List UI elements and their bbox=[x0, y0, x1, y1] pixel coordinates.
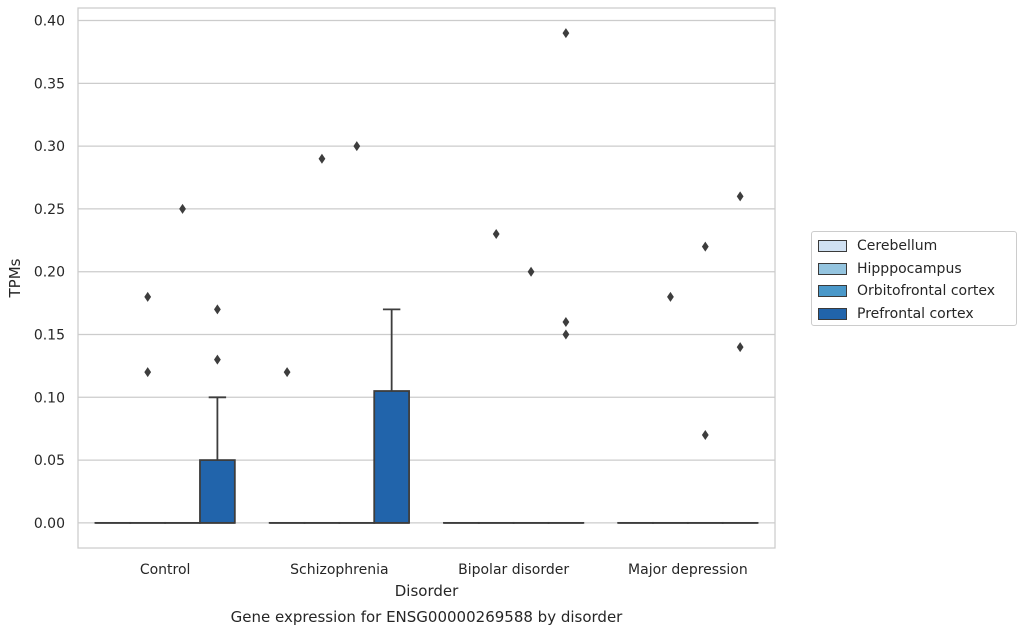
box-prefrontal-cortex bbox=[373, 308, 410, 524]
x-tick-labels: Control Schizophrenia Bipolar disorder Majo… bbox=[140, 562, 748, 578]
outlier-point bbox=[562, 28, 570, 39]
outlier-point bbox=[144, 367, 152, 378]
legend-item: Prefrontal cortex bbox=[818, 305, 974, 323]
plot-marks bbox=[94, 28, 759, 524]
legend-label: Hipppocampus bbox=[857, 260, 962, 277]
y-tick-label: 0.20 bbox=[34, 265, 65, 281]
outlier-point bbox=[214, 354, 221, 365]
x-tick-label: Control bbox=[140, 562, 191, 578]
box-orbitofrontal-cortex bbox=[512, 266, 550, 524]
outlier-point bbox=[736, 342, 744, 353]
box-prefrontal-cortex bbox=[721, 191, 759, 524]
box-body bbox=[199, 459, 236, 524]
chart-caption: Gene expression for ENSG00000269588 by d… bbox=[231, 608, 624, 626]
legend: Cerebellum Hipppocampus Orbitofrontal cort… bbox=[811, 231, 1017, 326]
legend-item: Cerebellum bbox=[818, 237, 937, 255]
x-axis-label: Disorder bbox=[395, 582, 459, 600]
y-tick-label: 0.35 bbox=[34, 76, 65, 92]
outlier-point bbox=[283, 367, 291, 378]
box-body bbox=[373, 390, 410, 524]
legend-label: Prefrontal cortex bbox=[857, 305, 974, 322]
outlier-point bbox=[492, 229, 500, 240]
legend-item: Hipppocampus bbox=[818, 260, 962, 278]
y-axis-label: TPMs bbox=[6, 258, 24, 298]
x-tick-label: Major depression bbox=[628, 562, 748, 578]
outlier-point bbox=[667, 291, 674, 302]
x-tick-label: Schizophrenia bbox=[290, 562, 388, 578]
outlier-point bbox=[562, 316, 570, 327]
legend-swatch bbox=[818, 285, 847, 297]
outlier-point bbox=[701, 429, 709, 440]
y-tick-label: 0.40 bbox=[34, 14, 65, 30]
box-hipppocampus bbox=[652, 291, 689, 524]
y-tick-label: 0.15 bbox=[34, 328, 65, 344]
box-orbitofrontal-cortex bbox=[338, 141, 376, 524]
x-tick-label: Bipolar disorder bbox=[458, 562, 569, 578]
box-prefrontal-cortex bbox=[199, 304, 236, 524]
box-cerebellum bbox=[268, 367, 306, 524]
outlier-point bbox=[214, 304, 221, 315]
plot-frame bbox=[77, 7, 776, 549]
grid-lines bbox=[78, 19, 775, 524]
box-prefrontal-cortex bbox=[547, 28, 585, 524]
y-tick-label: 0.30 bbox=[34, 139, 65, 155]
outlier-point bbox=[562, 329, 570, 340]
legend-label: Cerebellum bbox=[857, 238, 938, 254]
legend-item: Orbitofrontal cortex bbox=[818, 282, 995, 300]
outlier-point bbox=[179, 203, 186, 214]
box-hipppocampus bbox=[477, 229, 515, 524]
outlier-point bbox=[701, 241, 709, 252]
legend-label: Orbitofrontal cortex bbox=[857, 283, 995, 299]
outlier-point bbox=[353, 141, 361, 152]
box-hipppocampus bbox=[129, 291, 167, 524]
y-tick-label: 0.00 bbox=[34, 516, 65, 532]
y-tick-label: 0.05 bbox=[34, 453, 65, 469]
legend-swatch bbox=[818, 262, 847, 275]
outlier-point bbox=[144, 291, 152, 302]
y-tick-label: 0.10 bbox=[34, 390, 65, 406]
y-tick-label: 0.25 bbox=[34, 202, 65, 218]
legend-swatch bbox=[818, 307, 847, 320]
outlier-point bbox=[736, 191, 744, 202]
y-tick-labels: 0.00 0.05 0.10 0.15 0.20 0.25 0.30 0.35 0.40 bbox=[34, 14, 65, 532]
outlier-point bbox=[318, 153, 326, 164]
box-orbitofrontal-cortex bbox=[686, 241, 724, 524]
outlier-point bbox=[527, 266, 535, 277]
box-orbitofrontal-cortex bbox=[164, 203, 201, 524]
legend-swatch bbox=[818, 240, 847, 252]
